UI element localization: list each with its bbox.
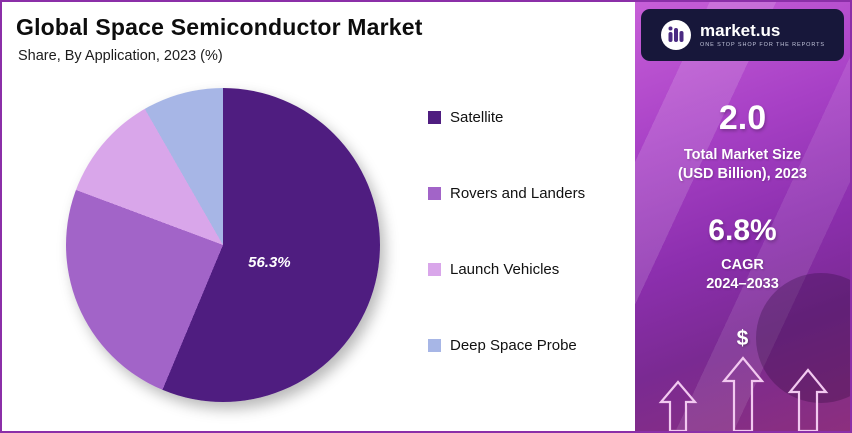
pie-chart: 56.3%	[66, 88, 380, 402]
market-size-value: 2.0	[718, 99, 767, 137]
logo-text: market.us	[700, 21, 781, 41]
cagr-label: CAGR 2024–2033	[635, 256, 850, 294]
legend-label: Deep Space Probe	[450, 337, 577, 354]
chart-section: Global Space Semiconductor Market Share,…	[2, 2, 635, 431]
stats-block: 2.0 Total Market Size (USD Billion), 202…	[635, 99, 850, 293]
logo-text-block: market.us ONE STOP SHOP FOR THE REPORTS	[700, 22, 825, 48]
cagr-label-line2: 2024–2033	[706, 275, 779, 292]
page-title: Global Space Semiconductor Market	[16, 14, 423, 40]
market-size-label: Total Market Size (USD Billion), 2023	[635, 146, 850, 184]
legend-swatch	[428, 187, 441, 200]
cagr-value: 6.8%	[708, 213, 777, 247]
legend-item: Launch Vehicles	[428, 261, 585, 278]
legend-swatch	[428, 339, 441, 352]
legend-item: Rovers and Landers	[428, 185, 585, 202]
legend-swatch	[428, 263, 441, 276]
legend-label: Satellite	[450, 109, 504, 126]
chart-subtitle: Share, By Application, 2023 (%)	[18, 48, 223, 64]
legend-label: Launch Vehicles	[450, 261, 560, 278]
market-size-label-line2: (USD Billion), 2023	[678, 165, 807, 182]
growth-arrows-icon	[658, 356, 828, 431]
logo-card: market.us ONE STOP SHOP FOR THE REPORTS	[641, 9, 844, 61]
brand-panel: market.us ONE STOP SHOP FOR THE REPORTS …	[635, 2, 850, 431]
cagr-label-line1: CAGR	[721, 256, 764, 273]
legend-item: Deep Space Probe	[428, 337, 585, 354]
legend-swatch	[428, 111, 441, 124]
legend-item: Satellite	[428, 109, 585, 126]
legend-label: Rovers and Landers	[450, 185, 586, 202]
legend: Satellite Rovers and Landers Launch Vehicl…	[428, 109, 585, 354]
pie-slice-value-label: 56.3%	[248, 254, 291, 272]
dollar-sign-icon: $	[736, 327, 749, 350]
market-size-label-line1: Total Market Size	[683, 147, 802, 163]
marketus-logo-icon	[661, 20, 692, 50]
logo-tagline: ONE STOP SHOP FOR THE REPORTS	[700, 41, 825, 48]
